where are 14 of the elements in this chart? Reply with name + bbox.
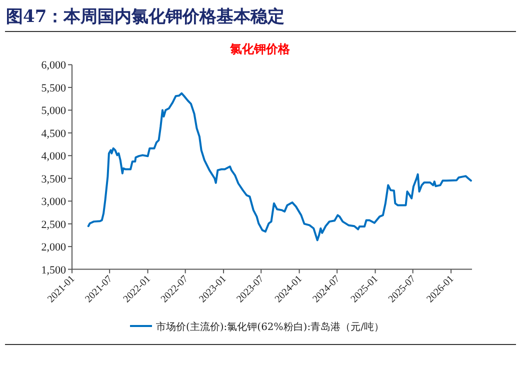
- chart-subtitle: 氯化钾价格: [229, 42, 291, 56]
- y-tick-label: 2,000: [41, 242, 66, 254]
- y-tick-label: 5,500: [41, 82, 66, 94]
- chart-title: 图47：本周国内氯化钾价格基本稳定: [6, 7, 285, 27]
- y-tick-label: 3,500: [41, 173, 66, 186]
- y-tick-label: 2,500: [41, 218, 66, 231]
- y-tick-label: 1,500: [41, 264, 66, 276]
- y-tick-label: 3,000: [41, 196, 66, 208]
- y-tick-label: 6,000: [41, 60, 66, 72]
- legend-label: 市场价(主流价):氯化钾(62%粉白):青岛港（元/吨）: [156, 321, 384, 333]
- y-tick-label: 4,500: [41, 128, 66, 140]
- y-tick-label: 4,000: [41, 150, 66, 163]
- line-series: [87, 92, 472, 242]
- y-tick-label: 5,000: [41, 105, 66, 118]
